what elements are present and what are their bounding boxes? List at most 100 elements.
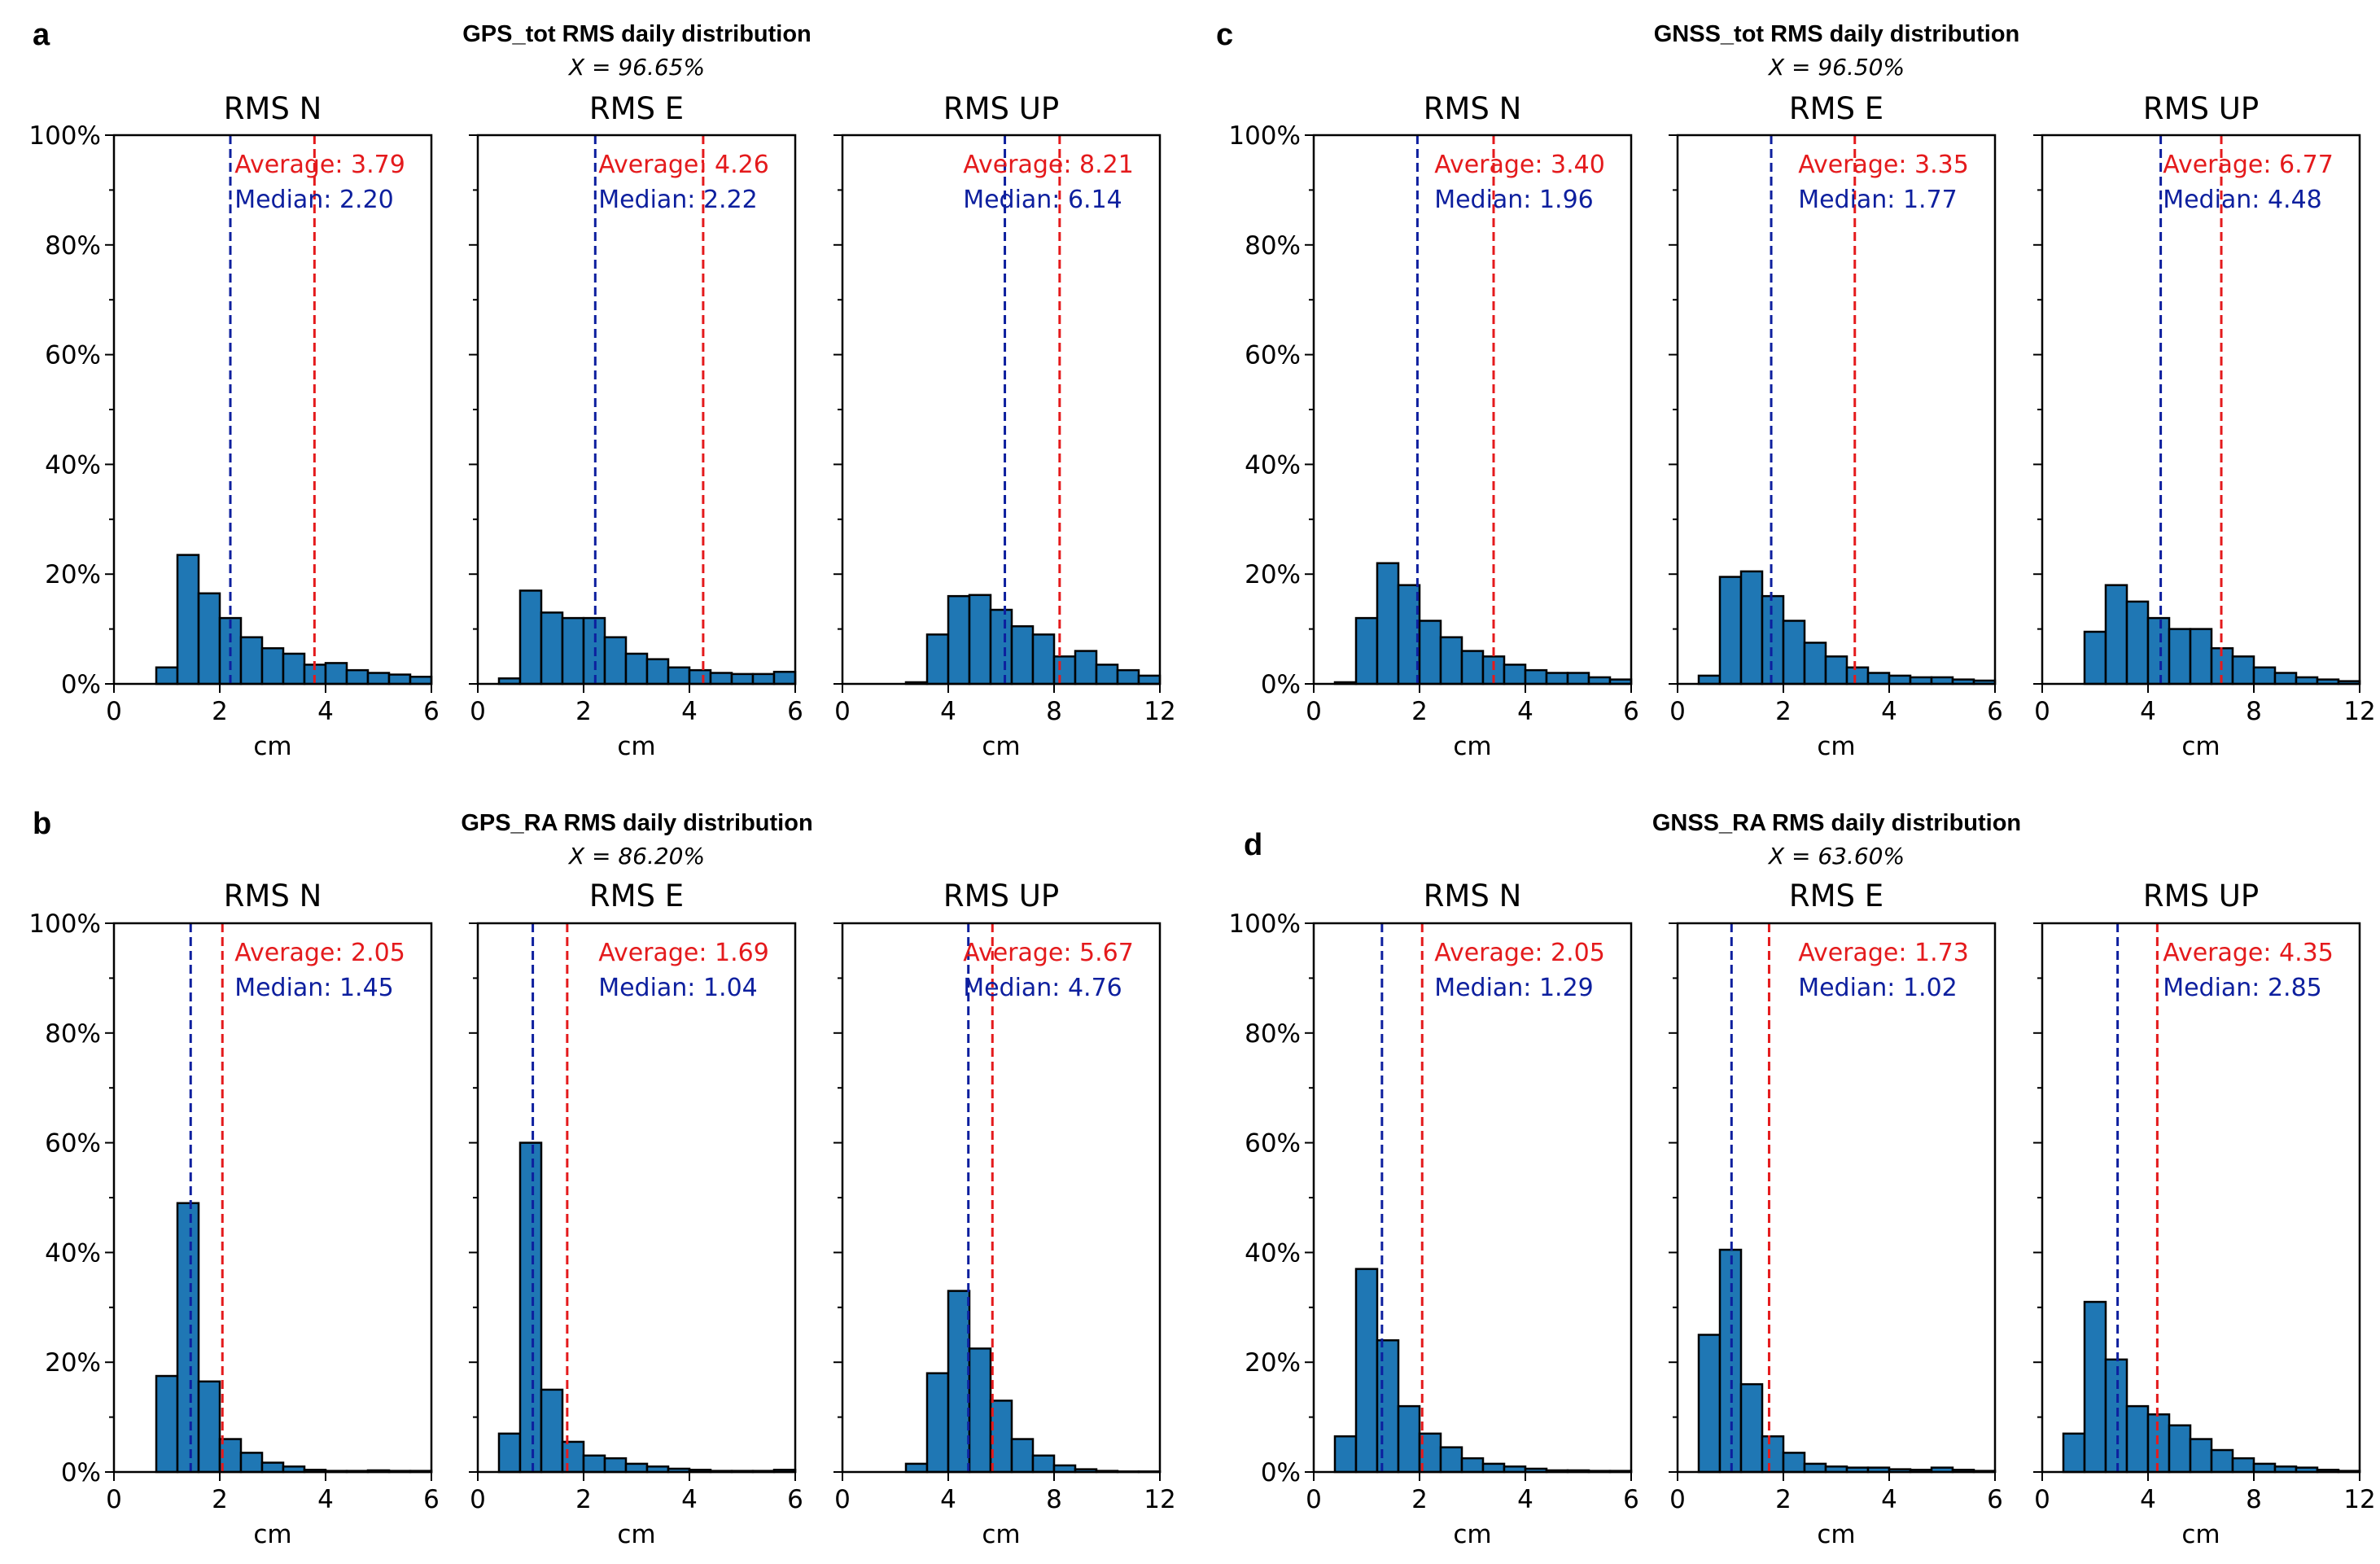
histogram-bar	[197, 1380, 221, 1474]
average-label: Average: 2.05	[234, 939, 405, 967]
panel-subtitle: X = 63.60%	[1767, 843, 1905, 870]
x-tick-label: 2	[575, 1485, 592, 1514]
x-tick-label: 4	[681, 1485, 698, 1514]
x-tick-label: 2	[1411, 697, 1428, 726]
subplot-rms-up: RMS UP Average: 8.21 Median: 6.14 0 4 8 12 cm	[833, 91, 1176, 761]
y-tick-label: 40%	[45, 450, 101, 480]
median-label: Median: 4.76	[963, 974, 1122, 1002]
histogram-bar	[1031, 1454, 1056, 1474]
x-tick-label: 4	[1517, 1485, 1533, 1514]
panel-b: b GPS_RA RMS daily distribution X = 86.20%…	[28, 807, 1175, 1549]
x-tick-label: 4	[1881, 697, 1897, 726]
histogram-bar	[1460, 650, 1485, 686]
subplot-title: RMS UP	[943, 878, 1059, 913]
x-tick-label: 4	[2140, 1485, 2156, 1514]
subplot-title: RMS N	[224, 91, 322, 126]
x-axis-label: cm	[617, 732, 655, 761]
histogram-bar	[645, 658, 670, 686]
histogram-bar	[2231, 655, 2255, 686]
x-tick-label: 4	[940, 1485, 956, 1514]
y-tick-label: 100%	[1228, 121, 1301, 151]
histogram-bar	[239, 636, 264, 686]
x-tick-label: 2	[212, 697, 228, 726]
histogram-bar	[730, 672, 755, 686]
histogram-bar	[1782, 620, 1806, 686]
histogram-bar	[1782, 1452, 1806, 1474]
histogram-bar	[366, 672, 391, 686]
y-tick-label: 40%	[1245, 1238, 1301, 1268]
y-tick-label: 100%	[28, 909, 101, 939]
histogram-bar	[1739, 1382, 1764, 1474]
histogram-bar	[1439, 636, 1463, 686]
histogram-bar	[772, 670, 797, 686]
x-axis-label: cm	[2181, 1520, 2220, 1549]
histogram-bar	[2168, 1424, 2192, 1474]
histogram-bar	[624, 1462, 649, 1474]
histogram-bar	[1866, 672, 1891, 686]
histogram-bar	[176, 554, 200, 686]
median-label: Median: 6.14	[963, 186, 1122, 214]
subplot-title: RMS E	[1789, 91, 1883, 126]
histogram-bar	[282, 652, 306, 686]
histogram-bar	[2146, 616, 2171, 686]
subplot-rms-up: RMS UP Average: 5.67 Median: 4.76 0 4 8 12 cm	[833, 878, 1176, 1549]
panel-subtitle: X = 86.20%	[567, 843, 705, 870]
x-tick-label: 4	[317, 1485, 334, 1514]
histogram-bar	[561, 1440, 585, 1474]
average-label: Average: 8.21	[963, 151, 1134, 179]
x-tick-label: 0	[1306, 697, 1322, 726]
histogram-bar	[1566, 672, 1590, 686]
axes-frame	[112, 134, 433, 686]
x-tick-label: 0	[2034, 1485, 2050, 1514]
histogram-bar	[155, 1374, 179, 1474]
x-axis-label: cm	[1453, 1520, 1491, 1549]
median-label: Median: 1.29	[1434, 974, 1594, 1002]
x-tick-label: 4	[2140, 697, 2156, 726]
histogram-bar	[155, 666, 179, 686]
panel-d: d GNSS_RA RMS daily distribution X = 63.60…	[1228, 810, 2375, 1549]
x-tick-label: 8	[2246, 697, 2262, 726]
histogram-bar	[387, 673, 412, 686]
x-axis-label: cm	[1817, 1520, 1855, 1549]
median-label: Median: 2.85	[2163, 974, 2322, 1002]
median-label: Median: 4.48	[2163, 186, 2322, 214]
histogram-bar	[624, 652, 649, 686]
y-tick-label: 80%	[1245, 1019, 1301, 1049]
histogram-bar	[2189, 628, 2213, 686]
x-tick-label: 6	[787, 1485, 803, 1514]
y-tick-label: 20%	[45, 560, 101, 589]
x-tick-label: 6	[1987, 1485, 2003, 1514]
histogram-bar	[1524, 668, 1548, 686]
histogram-bar	[1824, 655, 1848, 686]
histogram-bar	[1376, 562, 1400, 686]
x-tick-label: 6	[1623, 697, 1639, 726]
histogram-bar	[239, 1452, 264, 1474]
histogram-bar	[2062, 1432, 2086, 1474]
histogram-bar	[904, 1462, 929, 1474]
panel-letter: d	[1244, 828, 1262, 862]
histogram-bar	[1439, 1446, 1463, 1474]
histogram-bar	[1137, 674, 1162, 686]
x-axis-label: cm	[253, 1520, 291, 1549]
y-tick-label: 40%	[1245, 450, 1301, 480]
histogram-bar	[1031, 633, 1056, 686]
panel-c: c GNSS_tot RMS daily distribution X = 96.5…	[1216, 18, 2376, 761]
histogram-bar	[2104, 584, 2128, 686]
histogram-bar	[1481, 1462, 1506, 1474]
histogram-bar	[2083, 630, 2107, 686]
x-tick-label: 0	[106, 1485, 122, 1514]
y-tick-label: 60%	[45, 1129, 101, 1159]
average-label: Average: 4.26	[598, 151, 769, 179]
histogram-bar	[1697, 1334, 1722, 1474]
x-tick-label: 0	[470, 697, 486, 726]
y-tick-label: 0%	[61, 1458, 101, 1487]
histogram-bar	[324, 662, 348, 686]
axes-frame	[2041, 134, 2361, 686]
y-tick-label: 20%	[1245, 1348, 1301, 1378]
subplot-rms-e: RMS E Average: 1.69 Median: 1.04 0 2 4 6 cm	[469, 878, 803, 1549]
x-tick-label: 4	[681, 697, 698, 726]
x-tick-label: 2	[212, 1485, 228, 1514]
